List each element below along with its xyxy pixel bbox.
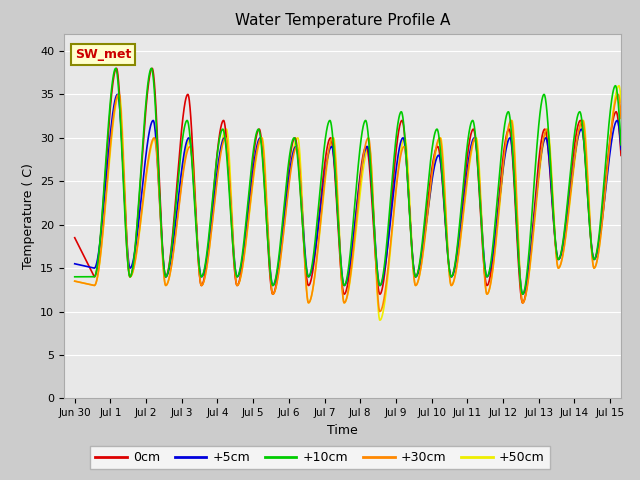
Text: SW_met: SW_met [75, 48, 131, 61]
Legend: 0cm, +5cm, +10cm, +30cm, +50cm: 0cm, +5cm, +10cm, +30cm, +50cm [90, 446, 550, 469]
Y-axis label: Temperature ( C): Temperature ( C) [22, 163, 35, 269]
X-axis label: Time: Time [327, 424, 358, 437]
Title: Water Temperature Profile A: Water Temperature Profile A [235, 13, 450, 28]
